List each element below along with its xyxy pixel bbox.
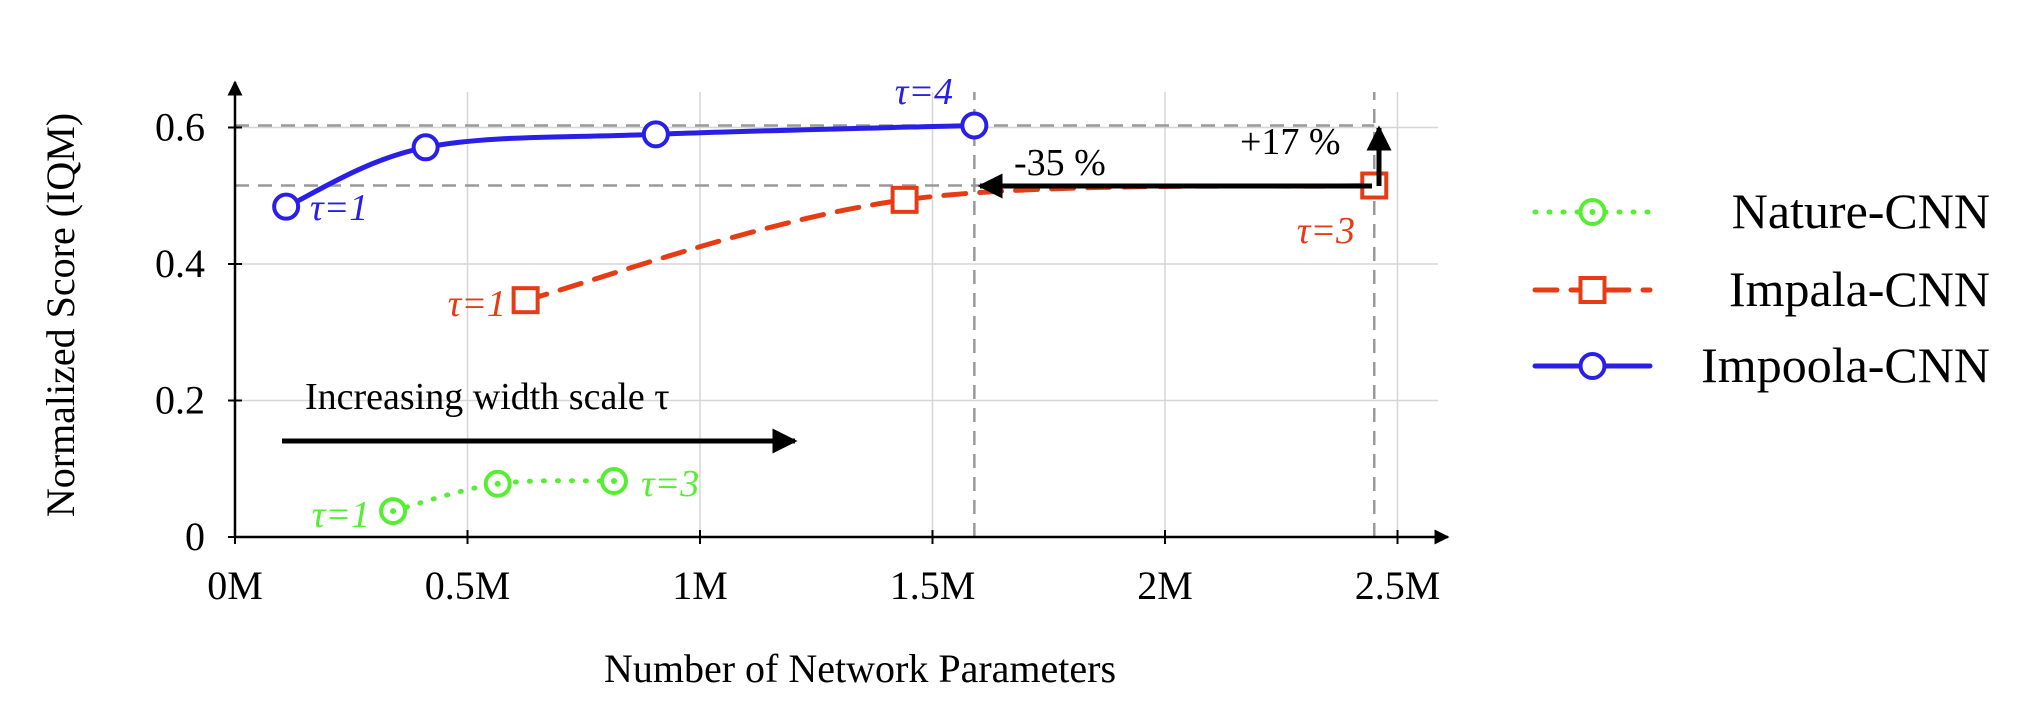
x-tick-label: 1.5M	[890, 563, 976, 608]
legend-swatch-marker	[1578, 352, 1607, 380]
nature-tau-last-label: τ=3	[641, 463, 699, 505]
reduction-label: -35 %	[1014, 142, 1106, 184]
x-tick-label: 0M	[207, 563, 263, 608]
data-point	[379, 497, 408, 526]
legend-label: Impoola-CNN	[1701, 337, 1990, 393]
legend-swatch-marker	[1578, 198, 1607, 226]
x-tick-label: 0.5M	[425, 563, 511, 608]
data-point	[960, 111, 989, 140]
data-point	[511, 286, 540, 315]
legend-label: Nature-CNN	[1732, 183, 1990, 239]
series-line	[390, 478, 617, 514]
y-tick-label: 0.6	[155, 105, 205, 150]
y-tick-label: 0.2	[155, 378, 205, 423]
y-tick-label: 0	[185, 514, 205, 559]
y-axis-label: Normalized Score (IQM)	[38, 113, 83, 517]
marker-dot	[610, 478, 617, 485]
width-scale-label: Increasing width scale τ	[305, 376, 670, 418]
impoola-tau-first-label: τ=1	[310, 187, 368, 229]
marker-dot	[1589, 209, 1596, 215]
data-point	[890, 185, 919, 214]
data-point	[641, 120, 670, 149]
series	[272, 111, 1389, 526]
data-point	[411, 133, 440, 162]
impala-tau-first-label: τ=1	[448, 283, 506, 325]
legend-item-impala-cnn: Impala-CNN	[1532, 261, 1990, 317]
data-point	[599, 467, 628, 496]
nature-tau-first-label: τ=1	[312, 494, 370, 536]
series-line	[283, 122, 977, 210]
reference-lines	[235, 92, 1376, 537]
x-tick-label: 1M	[672, 563, 728, 608]
y-tick-label: 0.4	[155, 241, 205, 286]
legend-item-nature-cnn: Nature-CNN	[1532, 183, 1990, 239]
marker-dot	[494, 480, 501, 487]
legend-label: Impala-CNN	[1729, 261, 1990, 317]
data-point	[483, 469, 512, 498]
x-axis-label: Number of Network Parameters	[604, 646, 1116, 691]
series-impoola-cnn	[272, 111, 989, 221]
series-line	[523, 183, 1377, 303]
series-impala-cnn	[511, 171, 1389, 315]
marker-dot	[390, 508, 397, 515]
legend-item-impoola-cnn: Impoola-CNN	[1532, 337, 1990, 393]
data-point	[272, 192, 301, 221]
x-tick-label: 2M	[1137, 563, 1193, 608]
improvement-label: +17 %	[1240, 121, 1341, 163]
series-nature-cnn	[379, 467, 628, 526]
x-tick-label: 2.5M	[1355, 563, 1441, 608]
impoola-tau-last-label: τ=4	[895, 71, 953, 113]
grid	[235, 92, 1438, 537]
legend-swatch-marker	[1578, 276, 1607, 304]
axis-ticks: 0M 0.5M 1M 1.5M 2M 2.5M 0 0.2 0.4 0.6	[155, 105, 1440, 609]
impala-tau-last-label: τ=3	[1297, 210, 1355, 252]
legend: Nature-CNN Impala-CNN Impoola-CNN	[1532, 183, 1990, 393]
